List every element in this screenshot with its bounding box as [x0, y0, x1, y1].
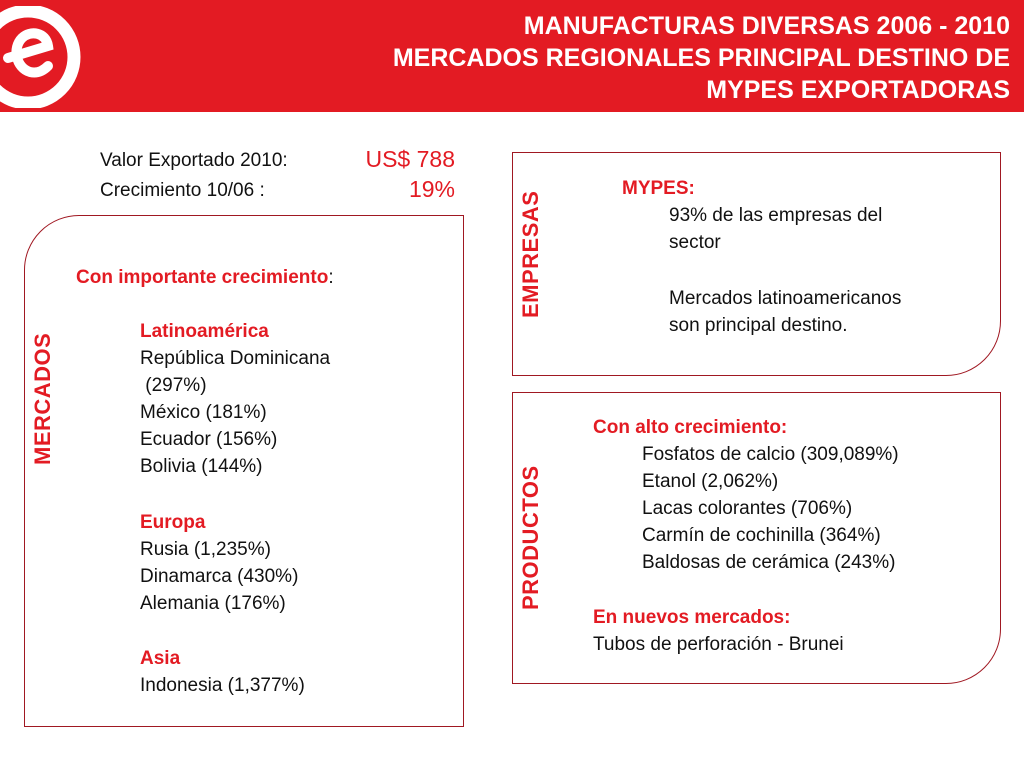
productos-panel [512, 392, 1001, 684]
mercados-heading-colon: : [328, 267, 334, 288]
region-latinoamerica: Latinoamérica [140, 321, 269, 342]
crecimiento-label: Crecimiento 10/06 : [100, 180, 265, 201]
list-item: (297%) [140, 375, 207, 396]
valor-exportado-value: US$ 788 [365, 146, 455, 172]
list-item: Carmín de cochinilla (364%) [642, 525, 881, 546]
title-line-3: MYPES EXPORTADORAS [706, 76, 1010, 104]
productos-heading: Con alto crecimiento: [593, 417, 788, 438]
list-item: México (181%) [140, 402, 267, 423]
slide-title: MANUFACTURAS DIVERSAS 2006 - 2010 MERCAD… [393, 10, 1010, 106]
valor-exportado-label: Valor Exportado 2010: [100, 150, 288, 171]
title-line-2: MERCADOS REGIONALES PRINCIPAL DESTINO DE [392, 44, 1010, 72]
empresas-line: Mercados latinoamericanos [669, 288, 902, 309]
region-europa: Europa [140, 512, 206, 533]
list-item: Etanol (2,062%) [642, 471, 779, 492]
list-item: Lacas colorantes (706%) [642, 498, 853, 519]
list-item: Ecuador (156%) [140, 429, 278, 450]
list-item: Indonesia (1,377%) [140, 675, 305, 696]
mercados-heading: Con importante crecimiento: [76, 264, 334, 291]
empresas-panel [512, 152, 1001, 376]
empresas-vertical-label: EMPRESAS [518, 190, 543, 318]
list-item: República Dominicana [140, 348, 331, 369]
empresas-line: son principal destino. [669, 315, 848, 336]
list-item: Baldosas de cerámica (243%) [642, 552, 896, 573]
list-item: Dinamarca (430%) [140, 566, 299, 587]
region-asia: Asia [140, 648, 181, 669]
empresas-line: sector [669, 232, 721, 253]
list-item: Fosfatos de calcio (309,089%) [642, 444, 899, 465]
mercados-heading-text: Con importante crecimiento [76, 267, 329, 288]
mercados-vertical-label: MERCADOS [30, 332, 55, 465]
mercados-panel [24, 215, 464, 727]
list-item: Alemania (176%) [140, 593, 286, 614]
list-item: Rusia (1,235%) [140, 539, 271, 560]
nuevos-mercados-item: Tubos de perforación - Brunei [593, 634, 844, 655]
nuevos-mercados-heading: En nuevos mercados: [593, 607, 791, 628]
brand-logo-icon [0, 6, 81, 108]
crecimiento-value: 19% [408, 176, 455, 202]
empresas-heading: MYPES: [622, 178, 695, 199]
header-banner: MANUFACTURAS DIVERSAS 2006 - 2010 MERCAD… [0, 0, 1024, 112]
title-line-1: MANUFACTURAS DIVERSAS 2006 - 2010 [523, 12, 1010, 40]
empresas-line: 93% de las empresas del [669, 205, 883, 226]
productos-vertical-label: PRODUCTOS [518, 465, 543, 610]
list-item: Bolivia (144%) [140, 456, 263, 477]
